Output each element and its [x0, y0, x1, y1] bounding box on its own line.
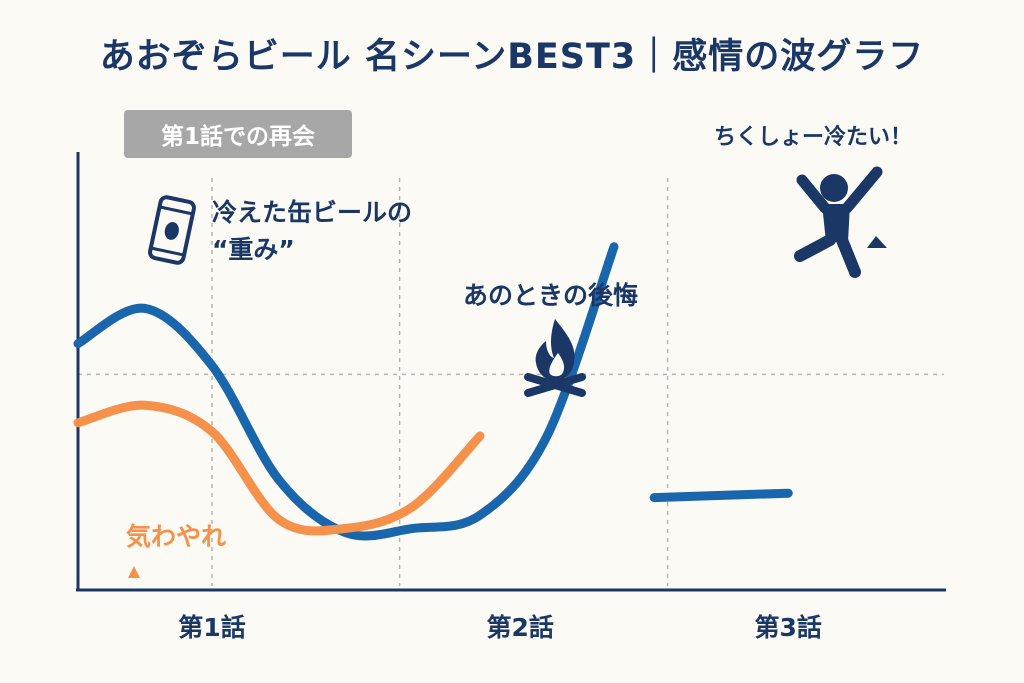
annotation-cold: ちくしょー冷たい！	[714, 124, 912, 150]
x-tick-label-1: 第1話	[178, 613, 245, 642]
jumping-person-icon	[794, 166, 887, 278]
annotation-orange: 気わやれ	[126, 522, 226, 551]
scene-badge: 第1話での再会	[124, 110, 352, 158]
annotation-can-line2: “重み”	[212, 235, 295, 264]
chart-axes	[76, 152, 946, 592]
x-tick-label-2: 第2話	[486, 613, 553, 642]
arrow-up-icon	[128, 566, 140, 578]
series-lines	[73, 242, 793, 541]
series-line-1-tail	[649, 488, 793, 503]
annotation-can-line1: 冷えた缶ビールの	[212, 198, 412, 227]
x-tick-labels: 第1話 第2話 第3話	[178, 613, 822, 642]
x-tick-label-3: 第3話	[754, 613, 821, 642]
campfire-icon	[524, 319, 586, 397]
page-title: あおぞらビール 名シーンBEST3｜感情の波グラフ	[99, 37, 925, 77]
series-line-2	[73, 400, 485, 536]
beer-can-icon	[148, 195, 196, 265]
annotation-regret: あのときの後悔	[463, 281, 638, 310]
annotations: 冷えた缶ビールの “重み” あのときの後悔 ちくしょー冷たい！ 気わやれ	[126, 124, 912, 551]
